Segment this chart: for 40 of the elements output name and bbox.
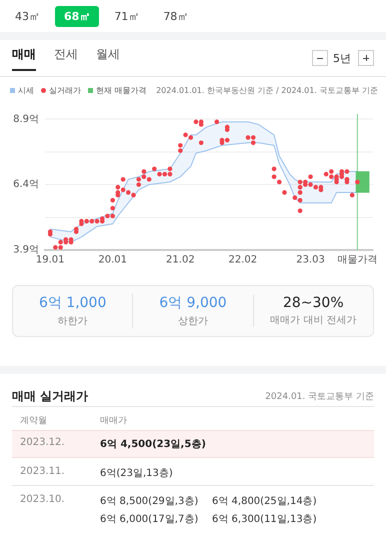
legend-label: 실거래가 bbox=[49, 85, 81, 96]
text: 매매 bbox=[12, 47, 36, 61]
text: 6억 9,000 bbox=[159, 295, 227, 311]
text: 71㎡ bbox=[114, 10, 140, 22]
text: 월세 bbox=[96, 47, 120, 61]
x-tick-label: 매물가격 bbox=[337, 254, 378, 266]
text: 6억 4,800(25일,14층) bbox=[212, 496, 317, 507]
text: 6억 8,500(29일,3층) bbox=[100, 496, 198, 507]
text: 2023.10. bbox=[20, 494, 65, 505]
x-tick-label: 23.03 bbox=[296, 254, 325, 266]
y-tick-label: 3.9억 bbox=[13, 244, 39, 256]
text: 6억 6,300(11일,13층) bbox=[212, 514, 317, 525]
text: 2024.01.01. 한국부동산원 기준 / 2024.01. 국토교통부 기준 bbox=[156, 86, 378, 95]
text: 43㎡ bbox=[15, 10, 40, 22]
text: 전세 bbox=[54, 47, 78, 61]
text: 하한가 bbox=[58, 316, 88, 327]
text: 6억 4,500(23일,5층) bbox=[100, 439, 206, 450]
text: 상한가 bbox=[178, 316, 208, 327]
text: 매매가 대비 전세가 bbox=[270, 315, 356, 326]
legend-label: 시세 bbox=[18, 85, 34, 96]
x-tick-label: 20.01 bbox=[98, 254, 128, 266]
text: 2024.01. 국토교통부 기준 bbox=[265, 392, 374, 402]
text: 6억 6,000(17일,7층) bbox=[100, 514, 198, 525]
text: 78㎡ bbox=[163, 10, 188, 22]
text: 매매 실거래가 bbox=[12, 389, 88, 403]
text: 2023.12. bbox=[20, 437, 65, 448]
y-tick-label: 8.9억 bbox=[13, 114, 39, 125]
x-tick-label: 21.02 bbox=[166, 254, 195, 266]
text: 68㎡ bbox=[64, 10, 90, 22]
y-tick-label: 6.4억 bbox=[13, 179, 39, 190]
text: 6억(23일,13층) bbox=[100, 468, 173, 479]
text: 5년 bbox=[333, 52, 351, 65]
x-tick-label: 22.02 bbox=[228, 254, 258, 266]
text: 6억 1,000 bbox=[38, 295, 106, 311]
x-tick-label: 19.01 bbox=[36, 254, 65, 266]
legend-label: 현재 매물가격 bbox=[96, 85, 147, 96]
text: 2023.11. bbox=[20, 466, 65, 477]
text: 28~30% bbox=[282, 295, 344, 311]
text: 매매가 bbox=[100, 416, 127, 426]
text: 계약월 bbox=[20, 416, 47, 426]
